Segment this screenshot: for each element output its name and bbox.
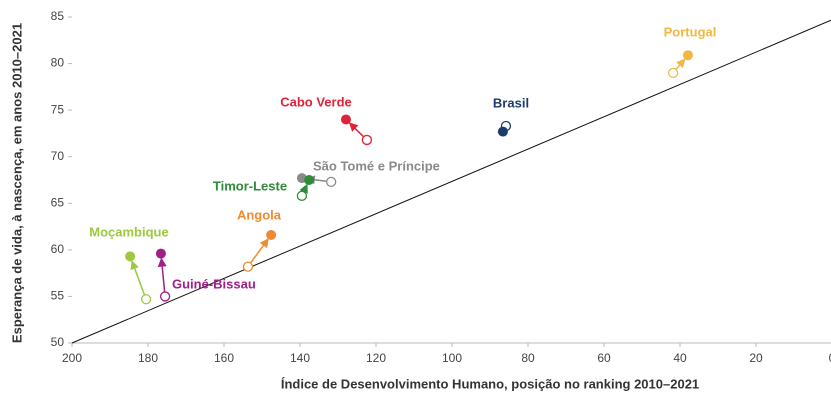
reference-line (71, 19, 831, 344)
point-label: Portugal (664, 24, 717, 39)
start-point (159, 291, 171, 302)
point-label: São Tomé e Príncipe (313, 158, 440, 173)
end-point (340, 114, 351, 125)
arrow (675, 58, 686, 70)
x-tick-label: 180 (138, 351, 158, 365)
y-tick-label: 75 (51, 102, 65, 116)
x-tick-label: 100 (442, 351, 462, 365)
start-point (242, 261, 254, 272)
start-point (361, 134, 373, 146)
arrow (348, 122, 364, 137)
start-point (326, 176, 337, 188)
y-tick-label: 50 (51, 335, 65, 349)
y-tick-label: 80 (51, 56, 65, 70)
end-point (682, 50, 693, 61)
y-axis-label: Esperança de vida, à nascença, em anos 2… (9, 23, 24, 343)
point-label: Brasil (493, 95, 529, 110)
x-tick-label: 80 (521, 351, 535, 365)
end-point (304, 175, 315, 185)
point-label: Moçambique (89, 224, 168, 239)
x-tick-label: 120 (366, 351, 386, 365)
point-label: Cabo Verde (280, 94, 352, 109)
end-point (266, 229, 277, 240)
start-point (668, 67, 679, 79)
point-label: Guiné-Bissau (172, 276, 256, 291)
end-point (497, 126, 508, 137)
x-tick-label: 140 (290, 351, 310, 365)
x-tick-label: 200 (62, 351, 82, 365)
y-tick-label: 85 (51, 9, 65, 23)
x-tick-label: 40 (673, 351, 687, 365)
end-point (155, 248, 166, 259)
end-point (125, 251, 136, 262)
x-tick-label: 160 (214, 351, 234, 365)
start-point (296, 190, 308, 201)
arrow (130, 260, 146, 295)
arrow (250, 238, 269, 264)
x-tick-label: 20 (749, 351, 763, 365)
x-tick-label: 0 (829, 351, 831, 365)
x-axis-label: Índice de Desenvolvimento Humano, posiçã… (281, 376, 699, 391)
point-label: Timor-Leste (213, 178, 287, 193)
y-tick-label: 70 (51, 149, 65, 163)
y-tick-label: 60 (51, 242, 65, 256)
arrow (157, 257, 167, 292)
point-label: Angola (237, 207, 282, 222)
arrow (299, 183, 308, 194)
y-tick-label: 65 (51, 195, 65, 209)
y-tick-label: 55 (51, 289, 65, 303)
start-point (140, 294, 152, 305)
x-tick-label: 60 (597, 351, 611, 365)
